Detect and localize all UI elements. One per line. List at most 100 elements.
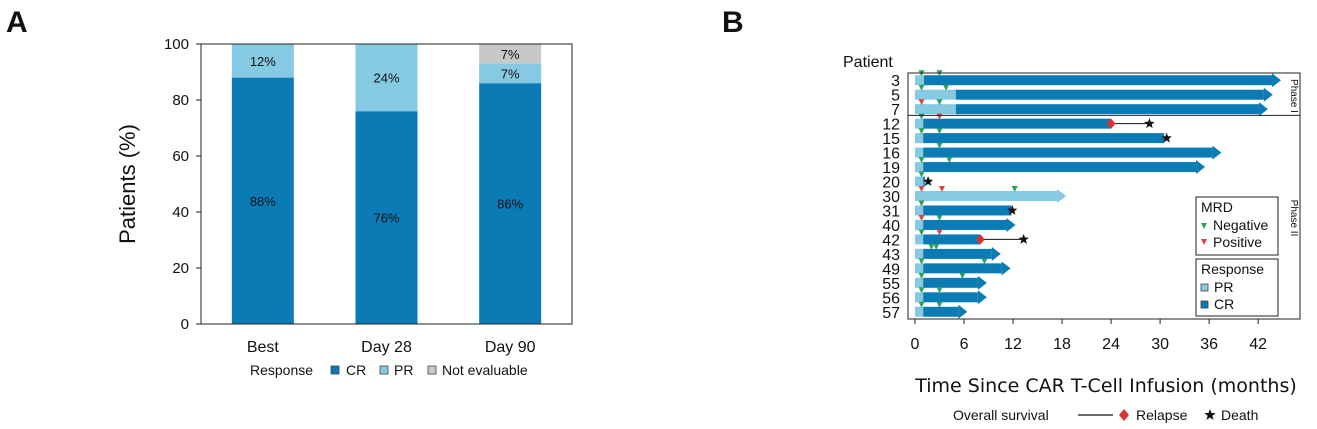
- patient-id: 42: [882, 232, 900, 249]
- y-axis-label: Patients (%): [115, 124, 140, 244]
- pr-segment: [915, 147, 924, 158]
- patient-id: 55: [882, 276, 900, 293]
- mrd-negative-marker: [946, 157, 953, 164]
- bar-data-label: 86%: [497, 197, 523, 212]
- mrd-negative-marker: [918, 301, 925, 308]
- bar-segment-not-evaluable: [479, 44, 542, 64]
- patient-id: 7: [891, 102, 900, 119]
- legend-label-cr: CR: [346, 362, 366, 378]
- ongoing-arrowhead: [1006, 217, 1016, 232]
- phase-2-label: Phase II: [1288, 200, 1299, 237]
- patient-header: Patient: [843, 54, 893, 71]
- mrd-negative-marker: [936, 301, 943, 308]
- mrd-negative-marker: [943, 84, 950, 91]
- pr-segment: [915, 219, 924, 230]
- mrd-negative-marker: [918, 287, 925, 294]
- legend: Response CR PR Not evaluable: [250, 362, 528, 378]
- patient-id: 49: [882, 261, 900, 278]
- patient-id: 57: [882, 305, 900, 322]
- pr-segment: [915, 89, 956, 100]
- mrd-negative-marker: [933, 243, 940, 250]
- ongoing-arrowhead: [1057, 189, 1067, 203]
- patient-id: 3: [891, 73, 900, 90]
- pr-segment: [915, 292, 924, 303]
- mrd-negative-marker: [918, 84, 925, 91]
- bars: 88% 12% 76% 24% 86% 7% 7%: [231, 44, 542, 324]
- mrd-positive-marker: [938, 186, 945, 192]
- mrd-positive-label: Positive: [1213, 234, 1262, 250]
- ongoing-arrowhead: [977, 290, 987, 305]
- legend-swatch-cr: [330, 365, 340, 375]
- mrd-positive-marker: [936, 229, 943, 236]
- response-legend: Response PR CR: [1195, 258, 1279, 317]
- relapse-label: Relapse: [1136, 407, 1188, 423]
- y-tick-label: 40: [172, 204, 189, 221]
- plot-border: [907, 72, 1301, 320]
- swimmer-plot: Patient 3571215161920303140424349555657 …: [843, 54, 1301, 423]
- positive-marker-icon: [1201, 239, 1207, 245]
- mrd-positive-marker: [918, 99, 925, 106]
- patient-id: 56: [882, 290, 900, 307]
- pr-segment: [915, 306, 924, 317]
- mrd-legend-title: MRD: [1201, 199, 1233, 215]
- pr-segment: [915, 176, 924, 187]
- pr-segment: [915, 162, 924, 173]
- y-tick-label: 20: [172, 260, 189, 277]
- ongoing-arrowhead: [977, 275, 987, 290]
- bar-data-label: 12%: [250, 54, 276, 69]
- ongoing-arrowhead: [1212, 145, 1222, 160]
- ongoing-arrowhead: [1272, 73, 1282, 88]
- cr-segment: [923, 306, 959, 317]
- legend-swatch-pr: [379, 365, 389, 375]
- pr-segment: [915, 248, 924, 259]
- cr-segment: [923, 162, 1197, 173]
- patient-id: 40: [882, 218, 900, 235]
- mrd-negative-marker: [936, 287, 943, 294]
- x-axis-categories: Best Day 28 Day 90: [247, 339, 536, 356]
- mrd-legend: MRD Negative Positive: [1195, 196, 1279, 256]
- death-marker: [1018, 233, 1029, 244]
- pr-segment: [915, 118, 924, 129]
- cr-segment: [923, 176, 925, 187]
- pr-segment: [915, 234, 924, 245]
- relapse-marker: [1106, 118, 1116, 129]
- cr-segment: [923, 263, 1002, 274]
- mrd-negative-marker: [928, 243, 935, 250]
- mrd-negative-marker: [918, 229, 925, 236]
- patient-id: 15: [882, 131, 900, 148]
- ongoing-arrowhead: [1263, 87, 1273, 102]
- cr-segment: [923, 205, 1012, 216]
- patient-id: 5: [891, 88, 900, 105]
- relapse-diamond-icon: [1119, 409, 1129, 421]
- bar-segment-cr: [479, 83, 542, 324]
- death-marker: [1144, 118, 1155, 129]
- death-marker: [1161, 132, 1172, 143]
- x-tick-label: 36: [1200, 336, 1218, 353]
- ongoing-arrowhead: [991, 246, 1001, 261]
- mrd-negative-marker: [936, 99, 943, 106]
- panel-letter-a: A: [6, 6, 28, 39]
- mrd-negative-marker: [918, 128, 925, 135]
- cr-segment: [923, 219, 1007, 230]
- patient-id: 43: [882, 247, 900, 264]
- bar-data-label: 24%: [373, 71, 399, 86]
- cr-segment: [923, 75, 1273, 86]
- bar-data-label: 7%: [501, 47, 520, 62]
- legend-title: Response: [250, 362, 313, 378]
- x-tick-label: 12: [1004, 336, 1022, 353]
- patient-id: 31: [882, 203, 900, 220]
- pr-segment: [915, 205, 924, 216]
- patient-id: 19: [882, 160, 900, 177]
- ongoing-arrowhead: [1001, 261, 1011, 276]
- patient-bars: [915, 70, 1282, 319]
- stacked-bar-chart: Patients (%) 0 20 40 60 80 100 88% 12% 76% 24% 86…: [115, 36, 573, 378]
- mrd-negative-marker: [918, 200, 925, 207]
- response-cr-label: CR: [1214, 296, 1234, 312]
- x-axis: 0 6 12 18 24 30 36 42: [911, 319, 1267, 353]
- pr-segment: [915, 263, 924, 274]
- ongoing-arrowhead: [958, 304, 968, 319]
- pr-segment: [915, 191, 1058, 201]
- death-marker: [922, 176, 934, 186]
- cr-segment: [955, 89, 1264, 100]
